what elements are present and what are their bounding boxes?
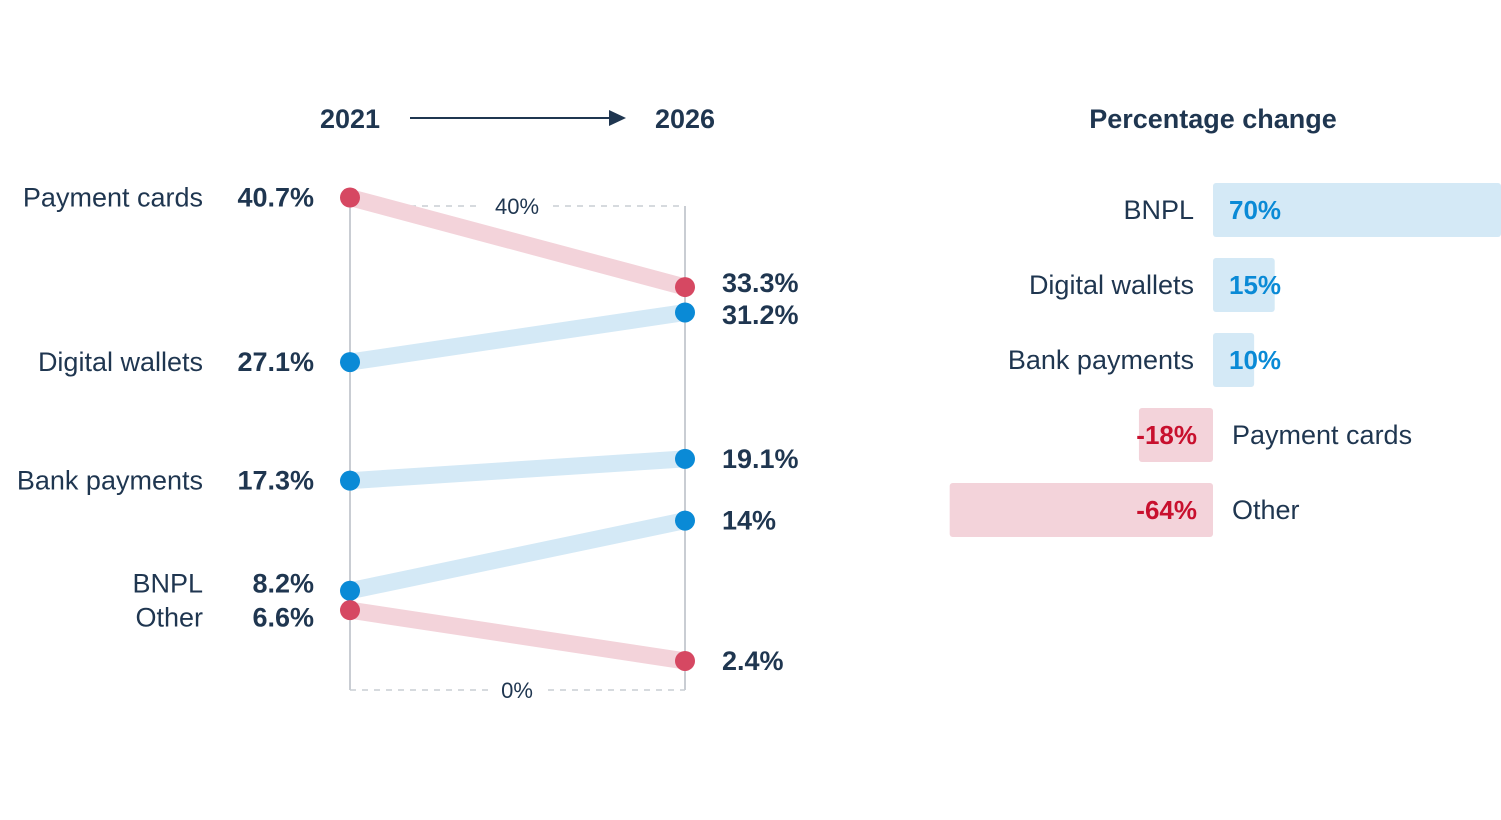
end-point-bnpl [675, 510, 695, 531]
bar-value-digital-wallets: 15% [1229, 270, 1281, 300]
bar-value-bnpl: 70% [1229, 195, 1281, 225]
start-point-digital-wallets [340, 352, 360, 373]
end-value-bank-payments: 19.1% [722, 444, 799, 474]
bar-bank-payments [1213, 333, 1255, 387]
start-value-digital-wallets: 27.1% [237, 347, 314, 377]
bar-digital-wallets [1213, 258, 1275, 312]
end-point-bank-payments [675, 448, 695, 469]
start-category-other: Other [135, 602, 203, 632]
start-point-bnpl [340, 580, 360, 601]
end-value-bnpl: 14% [722, 506, 776, 536]
start-category-bank-payments: Bank payments [17, 466, 203, 496]
slope-start-header: 2021 [320, 104, 380, 134]
percentage-change-title: Percentage change [1089, 104, 1337, 134]
end-point-payment-cards [675, 277, 695, 298]
percentage-change-chart: Percentage change 70% BNPL 15% Digital wall… [949, 104, 1501, 537]
slope-line-digital-wallets [348, 304, 687, 371]
start-value-bnpl: 8.2% [252, 568, 314, 598]
end-point-digital-wallets [675, 302, 695, 323]
end-value-other: 2.4% [722, 646, 784, 676]
slope-lines [347, 189, 688, 670]
bar-other [949, 483, 1213, 537]
slope-line-other [348, 601, 687, 670]
start-point-payment-cards [340, 187, 360, 208]
slope-labels: Payment cards 40.7% Digital wallets 27.1% Ba… [17, 183, 799, 676]
bar-items: 70% BNPL 15% Digital wallets 10% Bank payment… [949, 183, 1501, 537]
bar-value-bank-payments: 10% [1229, 345, 1281, 375]
bar-category-digital-wallets: Digital wallets [1029, 270, 1194, 300]
bar-category-payment-cards: Payment cards [1232, 420, 1412, 450]
start-category-payment-cards: Payment cards [23, 183, 203, 213]
start-value-bank-payments: 17.3% [237, 466, 314, 496]
start-category-digital-wallets: Digital wallets [38, 347, 203, 377]
tick-label-top: 40% [495, 194, 539, 219]
tick-label-bottom: 0% [501, 678, 533, 703]
bar-category-bnpl: BNPL [1123, 195, 1194, 225]
start-category-bnpl: BNPL [132, 568, 203, 598]
time-arrow-head [609, 110, 626, 126]
bar-category-bank-payments: Bank payments [1008, 345, 1194, 375]
bar-payment-cards [1138, 408, 1213, 462]
end-value-payment-cards: 33.3% [722, 268, 799, 298]
start-value-other: 6.6% [252, 602, 314, 632]
slope-line-bank-payments [349, 450, 686, 490]
slope-end-header: 2026 [655, 104, 715, 134]
slope-chart: 2021 2026 40% 0% Payment cards 40.7% Digit… [17, 104, 799, 703]
bar-category-other: Other [1232, 495, 1300, 525]
start-point-other [340, 600, 360, 621]
bar-value-payment-cards: -18% [1136, 420, 1197, 450]
slope-line-payment-cards [347, 189, 688, 296]
start-point-bank-payments [340, 470, 360, 491]
bar-bnpl [1213, 183, 1501, 237]
end-point-other [675, 650, 695, 671]
bar-value-other: -64% [1136, 495, 1197, 525]
end-value-digital-wallets: 31.2% [722, 300, 799, 330]
slope-dots [340, 187, 695, 671]
start-value-payment-cards: 40.7% [237, 183, 314, 213]
slope-line-bnpl [348, 512, 687, 600]
